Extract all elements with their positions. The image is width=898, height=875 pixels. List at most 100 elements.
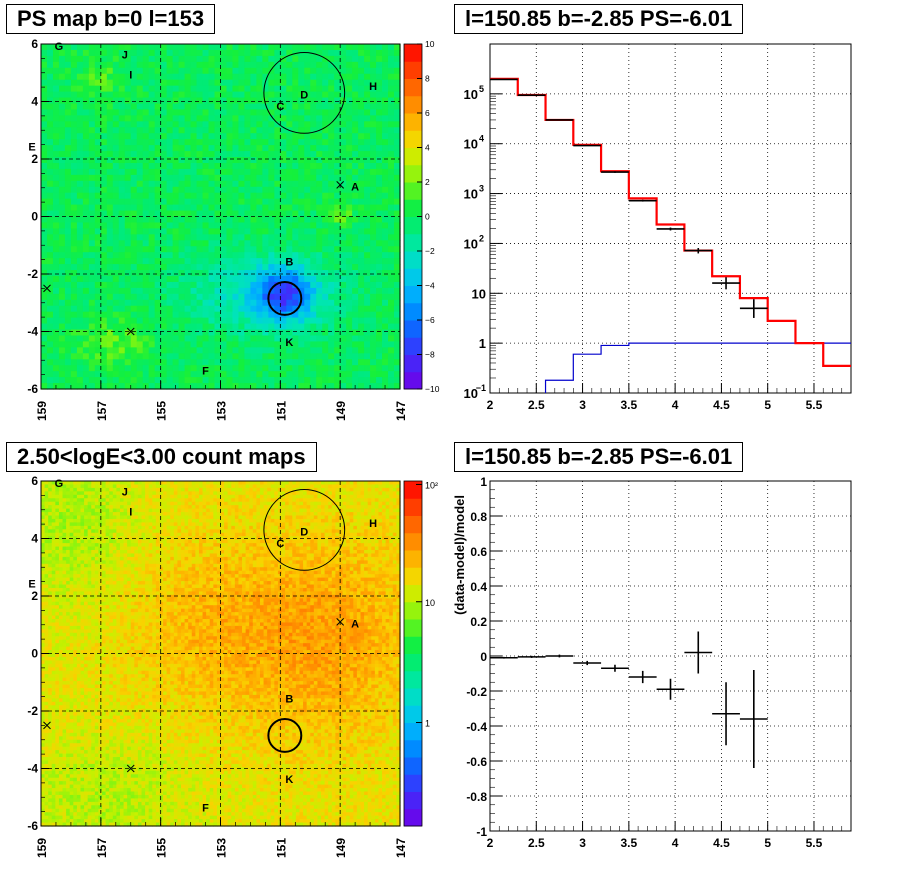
heatmap-cell	[51, 587, 56, 592]
heatmap-cell	[178, 109, 186, 116]
heatmap-cell	[44, 622, 49, 627]
heatmap-cell	[208, 192, 216, 200]
heatmap-cell	[358, 341, 365, 348]
heatmap-cell	[358, 252, 365, 259]
heatmap-cell	[118, 85, 126, 93]
heatmap-cell	[80, 822, 85, 827]
heatmap-cell	[48, 746, 53, 751]
heatmap-cell	[244, 341, 252, 348]
heatmap-cell	[178, 139, 186, 146]
heatmap-cell	[73, 532, 78, 537]
heatmap-cell	[184, 162, 192, 170]
heatmap-cell	[46, 49, 54, 57]
heatmap-cell	[172, 192, 180, 200]
heatmap-cell	[44, 601, 49, 606]
heatmap-cell	[64, 222, 72, 229]
heatmap-cell	[66, 781, 71, 786]
heatmap-cell	[238, 85, 246, 93]
heatmap-cell	[244, 359, 252, 366]
heatmap-cell	[292, 103, 299, 111]
heatmap-cell	[250, 121, 257, 128]
heatmap-cell	[73, 736, 78, 741]
heatmap-cell	[62, 753, 67, 758]
heatmap-cell	[73, 788, 78, 793]
heatmap-cell	[160, 323, 168, 331]
heatmap-cell	[280, 317, 287, 325]
heatmap-cell	[76, 577, 82, 582]
heatmap-cell	[112, 323, 120, 331]
heatmap-cell	[160, 174, 168, 182]
heatmap-cell	[376, 55, 383, 63]
heatmap-cell	[346, 287, 353, 295]
heatmap-cell	[41, 109, 48, 116]
heatmap-cell	[184, 335, 192, 343]
heatmap-cell	[55, 591, 60, 596]
heatmap-cell	[51, 498, 56, 503]
heatmap-cell	[124, 151, 132, 158]
heatmap-cell	[130, 67, 138, 75]
heatmap-cell	[41, 584, 46, 589]
heatmap-cell	[364, 281, 371, 289]
heatmap-cell	[44, 598, 49, 603]
heatmap-cell	[370, 61, 377, 69]
heatmap-cell	[322, 133, 329, 140]
heatmap-cell	[340, 121, 347, 128]
heatmap-cell	[382, 234, 389, 241]
heatmap-cell	[382, 222, 389, 229]
heatmap-cell	[250, 198, 257, 206]
heatmap-cell	[41, 252, 48, 259]
heatmap-cell	[51, 487, 56, 492]
heatmap-cell	[280, 55, 287, 63]
heatmap-cell	[130, 359, 138, 366]
heatmap-cell	[232, 145, 240, 152]
heatmap-cell	[80, 639, 85, 644]
heatmap-cell	[80, 574, 85, 579]
heatmap-cell	[286, 192, 293, 200]
heatmap-cell	[190, 258, 198, 265]
heatmap-cell	[292, 210, 299, 218]
heatmap-cell	[80, 719, 85, 724]
heatmap-cell	[286, 371, 293, 378]
heatmap-cell	[340, 270, 347, 277]
heatmap-cell	[394, 198, 401, 206]
heatmap-cell	[232, 103, 240, 111]
heatmap-cell	[66, 484, 71, 489]
heatmap-cell	[106, 222, 114, 229]
heatmap-cell	[310, 329, 317, 337]
heatmap-cell	[256, 347, 263, 354]
heatmap-cell	[352, 168, 359, 176]
heatmap-cell	[130, 275, 138, 283]
heatmap-cell	[370, 353, 377, 360]
heatmap-cell	[55, 619, 60, 624]
heatmap-cell	[154, 281, 162, 289]
heatmap-cell	[48, 636, 53, 641]
heatmap-cell	[130, 73, 138, 81]
heatmap-cell	[73, 791, 78, 796]
heatmap-cell	[88, 210, 96, 218]
heatmap-cell	[41, 815, 46, 820]
heatmap-cell	[76, 794, 82, 799]
heatmap-cell	[76, 601, 82, 606]
heatmap-cell	[62, 763, 67, 768]
heatmap-cell	[46, 91, 54, 99]
heatmap-cell	[58, 612, 64, 617]
heatmap-cell	[208, 341, 216, 348]
heatmap-cell	[55, 508, 60, 513]
heatmap-cell	[148, 216, 156, 224]
heatmap-cell	[94, 252, 102, 259]
heatmap-cell	[100, 240, 108, 247]
heatmap-cell	[208, 79, 216, 87]
heatmap-cell	[178, 55, 186, 63]
heatmap-cell	[55, 805, 60, 810]
heatmap-cell	[112, 139, 120, 146]
heatmap-cell	[51, 636, 56, 641]
heatmap-cell	[118, 252, 126, 259]
heatmap-cell	[52, 341, 60, 348]
heatmap-cell	[178, 323, 186, 331]
heatmap-cell	[41, 508, 46, 513]
heatmap-cell	[268, 204, 275, 212]
heatmap-cell	[88, 133, 96, 140]
heatmap-cell	[274, 204, 281, 212]
heatmap-cell	[136, 329, 144, 337]
heatmap-cell	[76, 812, 82, 817]
